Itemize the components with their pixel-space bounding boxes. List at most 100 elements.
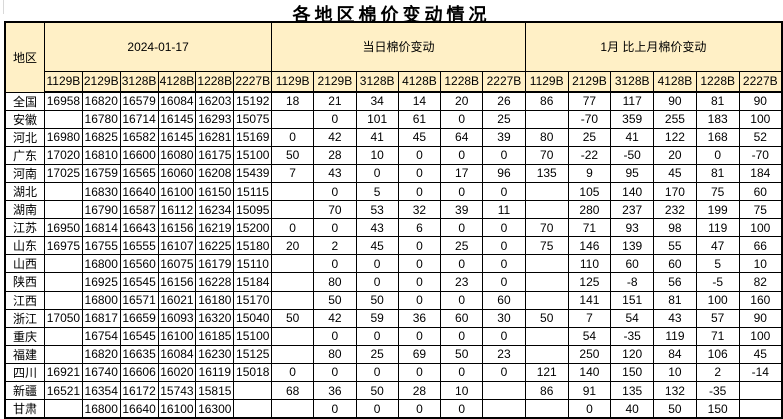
value-cell: 0 xyxy=(482,326,526,346)
value-cell: 81 xyxy=(695,91,740,111)
value-cell: 66 xyxy=(738,236,783,256)
value-cell: 81 xyxy=(695,163,740,183)
value-cell: 0 xyxy=(271,362,314,383)
value-cell xyxy=(524,109,569,129)
value-cell: 16755 xyxy=(81,236,121,256)
value-cell: 5 xyxy=(355,181,399,202)
value-cell xyxy=(43,254,83,274)
value-cell: 42 xyxy=(313,127,357,147)
value-cell: 16606 xyxy=(119,362,159,383)
value-cell: 0 xyxy=(440,254,484,274)
table-row: 江西 16800 16571 16021 16180 15170 50 50 0 0 60 141 15… xyxy=(4,290,783,310)
value-cell: -35 xyxy=(610,326,655,346)
value-cell: 23 xyxy=(440,272,484,292)
value-cell: 140 xyxy=(567,362,612,383)
grade-column-header: 2129B xyxy=(81,70,121,93)
value-cell: 98 xyxy=(653,218,697,238)
value-cell: 32 xyxy=(397,200,442,220)
value-cell xyxy=(738,380,783,401)
value-cell: 75 xyxy=(695,181,740,202)
value-cell: 60 xyxy=(653,254,697,274)
value-cell: 141 xyxy=(567,290,612,310)
value-cell: 69 xyxy=(397,344,442,364)
value-cell: 170 xyxy=(653,181,697,202)
value-cell: 135 xyxy=(610,380,655,401)
value-cell: 41 xyxy=(610,127,655,147)
value-cell xyxy=(43,326,83,346)
value-cell: 16565 xyxy=(119,163,159,183)
value-cell: 17025 xyxy=(43,163,83,183)
group-header-row: 地区 2024-01-17 当日棉价变动 1月 比上月棉价变动 xyxy=(4,21,783,93)
value-cell: 122 xyxy=(653,127,697,147)
value-cell: 15200 xyxy=(233,218,273,238)
value-cell: 43 xyxy=(313,163,357,183)
value-cell: 25 xyxy=(567,127,612,147)
value-cell: 199 xyxy=(695,200,740,220)
value-cell: 50 xyxy=(524,308,569,328)
value-cell: 232 xyxy=(653,200,697,220)
value-cell: 60 xyxy=(738,181,783,202)
value-cell xyxy=(482,399,526,419)
value-cell: 146 xyxy=(567,236,612,256)
value-cell: 16230 xyxy=(195,344,235,364)
value-cell: 45 xyxy=(355,236,399,256)
value-cell: 119 xyxy=(695,218,740,238)
table-row: 湖北 16830 16640 16100 16150 15115 0 5 0 0 0 105 140 17… xyxy=(4,181,783,202)
region-name: 广东 xyxy=(4,145,45,165)
value-cell: 50 xyxy=(653,399,697,419)
table-row: 全国 16958 16820 16579 16084 16203 15192 18 21 34 14… xyxy=(4,91,783,111)
value-cell: 16582 xyxy=(119,127,159,147)
value-cell: 95 xyxy=(610,163,655,183)
value-cell: 0 xyxy=(440,290,484,310)
grade-column-header: 1228B xyxy=(440,70,484,93)
value-cell: 90 xyxy=(738,308,783,328)
value-cell: 16579 xyxy=(119,91,159,111)
value-cell: 15040 xyxy=(233,308,273,328)
value-cell: 0 xyxy=(397,163,442,183)
region-name: 浙江 xyxy=(4,308,45,328)
value-cell: 90 xyxy=(738,91,783,111)
value-cell: 39 xyxy=(482,127,526,147)
value-cell: 15115 xyxy=(233,181,273,202)
value-cell: 25 xyxy=(440,236,484,256)
value-cell: 16100 xyxy=(157,181,197,202)
value-cell: 15100 xyxy=(233,326,273,346)
table-row: 浙江 17050 16817 16659 16093 16320 15040 50 42 59 36… xyxy=(4,308,783,328)
value-cell: 0 xyxy=(355,272,399,292)
region-name: 江西 xyxy=(4,290,45,310)
value-cell: 16545 xyxy=(119,272,159,292)
value-cell xyxy=(482,380,526,401)
value-cell: 16950 xyxy=(43,218,83,238)
value-cell: 16521 xyxy=(43,380,83,401)
value-cell: 16354 xyxy=(81,380,121,401)
value-cell: 16075 xyxy=(157,254,197,274)
value-cell: 43 xyxy=(653,308,697,328)
value-cell: 184 xyxy=(738,163,783,183)
grade-column-header: 1129B xyxy=(271,70,314,93)
value-cell xyxy=(271,181,314,202)
value-cell: 0 xyxy=(313,218,357,238)
value-cell: 80 xyxy=(313,344,357,364)
region-name: 河北 xyxy=(4,127,45,147)
value-cell: 16800 xyxy=(81,290,121,310)
table-row: 河南 17025 16759 16565 16060 16208 15439 7 43 0 0 17 9… xyxy=(4,163,783,183)
value-cell xyxy=(43,290,83,310)
value-cell: 139 xyxy=(610,236,655,256)
value-cell: 50 xyxy=(355,380,399,401)
value-cell: 70 xyxy=(524,218,569,238)
value-cell: 0 xyxy=(397,254,442,274)
value-cell: 16208 xyxy=(195,163,235,183)
value-cell: 0 xyxy=(313,181,357,202)
value-cell: 0 xyxy=(355,362,399,383)
value-cell: 359 xyxy=(610,109,655,129)
value-cell: 0 xyxy=(313,399,357,419)
value-cell: 16817 xyxy=(81,308,121,328)
region-name: 陕西 xyxy=(4,272,45,292)
region-column-header: 地区 xyxy=(4,21,45,93)
grade-column-header: 2129B xyxy=(313,70,357,93)
value-cell: 0 xyxy=(313,326,357,346)
value-cell xyxy=(271,399,314,419)
value-cell: 70 xyxy=(524,145,569,165)
value-cell: 16119 xyxy=(195,362,235,383)
value-cell: 16234 xyxy=(195,200,235,220)
